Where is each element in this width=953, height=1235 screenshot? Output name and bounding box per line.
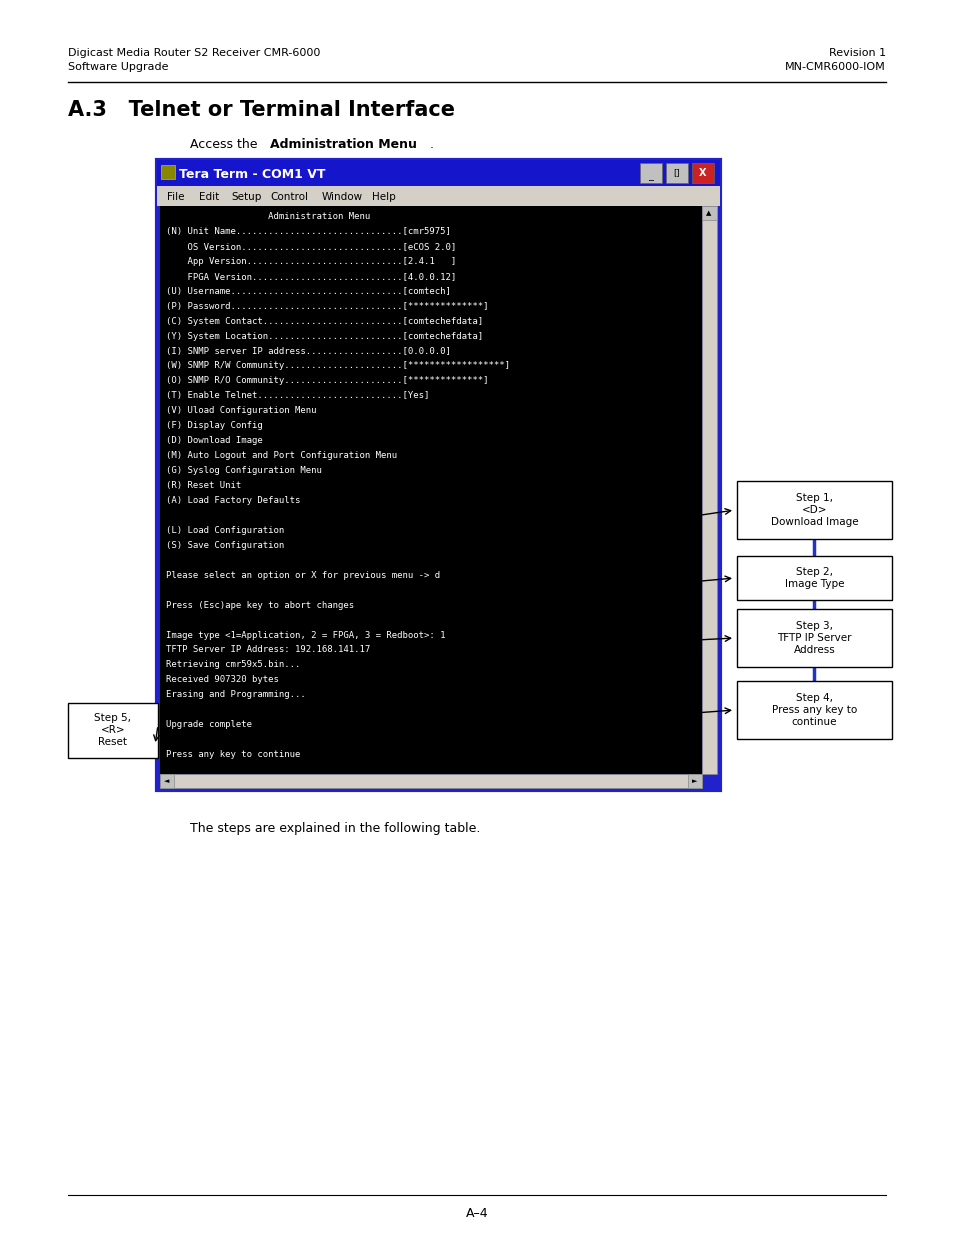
Text: (W) SNMP R/W Community......................[******************]: (W) SNMP R/W Community..................… — [166, 362, 510, 370]
Text: X: X — [699, 168, 706, 178]
Text: Software Upgrade: Software Upgrade — [68, 62, 169, 72]
FancyBboxPatch shape — [157, 161, 720, 186]
Text: Retrieving cmr59x5.bin...: Retrieving cmr59x5.bin... — [166, 661, 300, 669]
Text: (O) SNMP R/O Community......................[**************]: (O) SNMP R/O Community..................… — [166, 377, 488, 385]
FancyBboxPatch shape — [701, 206, 717, 220]
Text: (F) Display Config: (F) Display Config — [166, 421, 262, 430]
FancyBboxPatch shape — [160, 774, 173, 788]
Text: (Y) System Location.........................[comtechefdata]: (Y) System Location.....................… — [166, 331, 482, 341]
Text: OS Version..............................[eCOS 2.0]: OS Version..............................… — [166, 242, 456, 251]
FancyBboxPatch shape — [737, 680, 891, 739]
FancyBboxPatch shape — [701, 206, 717, 774]
Text: App Version.............................[2.4.1   ]: App Version.............................… — [166, 257, 456, 266]
Text: (I) SNMP server IP address..................[0.0.0.0]: (I) SNMP server IP address..............… — [166, 347, 451, 356]
Text: (T) Enable Telnet...........................[Yes]: (T) Enable Telnet.......................… — [166, 391, 429, 400]
Text: Step 3,
TFTP IP Server
Address: Step 3, TFTP IP Server Address — [777, 621, 851, 655]
Text: (A) Load Factory Defaults: (A) Load Factory Defaults — [166, 496, 300, 505]
Text: FPGA Version............................[4.0.0.12]: FPGA Version............................… — [166, 272, 456, 280]
Text: Access the: Access the — [190, 138, 261, 151]
FancyBboxPatch shape — [160, 774, 701, 788]
Text: Administration Menu: Administration Menu — [166, 212, 370, 221]
Text: (U) Username................................[comtech]: (U) Username............................… — [166, 287, 451, 295]
FancyBboxPatch shape — [737, 480, 891, 538]
Text: (N) Unit Name...............................[cmr5975]: (N) Unit Name...........................… — [166, 227, 451, 236]
FancyBboxPatch shape — [157, 161, 720, 790]
Text: Tera Term - COM1 VT: Tera Term - COM1 VT — [179, 168, 325, 180]
Text: Control: Control — [270, 191, 308, 203]
Text: (L) Load Configuration: (L) Load Configuration — [166, 526, 284, 535]
Text: (P) Password................................[**************]: (P) Password............................… — [166, 301, 488, 311]
FancyBboxPatch shape — [68, 703, 158, 758]
FancyBboxPatch shape — [157, 186, 720, 206]
Text: Step 5,
<R>
Reset: Step 5, <R> Reset — [94, 714, 132, 747]
FancyBboxPatch shape — [737, 609, 891, 667]
Text: _: _ — [648, 170, 653, 182]
Text: Digicast Media Router S2 Receiver CMR-6000: Digicast Media Router S2 Receiver CMR-60… — [68, 48, 320, 58]
FancyBboxPatch shape — [161, 165, 174, 179]
FancyBboxPatch shape — [691, 163, 713, 183]
Text: Received 907320 bytes: Received 907320 bytes — [166, 676, 278, 684]
FancyBboxPatch shape — [160, 206, 701, 774]
Text: Edit: Edit — [199, 191, 219, 203]
Text: (M) Auto Logout and Port Configuration Menu: (M) Auto Logout and Port Configuration M… — [166, 451, 396, 461]
Text: Press any key to continue: Press any key to continue — [166, 750, 300, 760]
FancyBboxPatch shape — [687, 774, 701, 788]
Text: Step 1,
<D>
Download Image: Step 1, <D> Download Image — [770, 494, 858, 526]
Text: ▲: ▲ — [705, 210, 711, 216]
Text: Administration Menu: Administration Menu — [270, 138, 416, 151]
Text: The steps are explained in the following table.: The steps are explained in the following… — [190, 823, 480, 835]
Text: Please select an option or X for previous menu -> d: Please select an option or X for previou… — [166, 571, 439, 579]
Text: (D) Download Image: (D) Download Image — [166, 436, 262, 445]
Text: (S) Save Configuration: (S) Save Configuration — [166, 541, 284, 550]
Text: Window: Window — [322, 191, 363, 203]
Text: Erasing and Programming...: Erasing and Programming... — [166, 690, 305, 699]
Text: MN-CMR6000-IOM: MN-CMR6000-IOM — [784, 62, 885, 72]
Text: ►: ► — [692, 778, 697, 784]
Text: (G) Syslog Configuration Menu: (G) Syslog Configuration Menu — [166, 466, 321, 475]
FancyBboxPatch shape — [737, 556, 891, 600]
Text: Image type <1=Application, 2 = FPGA, 3 = Redboot>: 1: Image type <1=Application, 2 = FPGA, 3 =… — [166, 631, 445, 640]
Text: (R) Reset Unit: (R) Reset Unit — [166, 482, 241, 490]
Text: Press (Esc)ape key to abort changes: Press (Esc)ape key to abort changes — [166, 600, 354, 610]
Text: A.3   Telnet or Terminal Interface: A.3 Telnet or Terminal Interface — [68, 100, 455, 120]
Text: .: . — [430, 138, 434, 151]
Text: ◄: ◄ — [164, 778, 170, 784]
Text: TFTP Server IP Address: 192.168.141.17: TFTP Server IP Address: 192.168.141.17 — [166, 646, 370, 655]
Text: (C) System Contact..........................[comtechefdata]: (C) System Contact......................… — [166, 316, 482, 326]
Text: Step 2,
Image Type: Step 2, Image Type — [784, 567, 843, 589]
Text: Setup: Setup — [231, 191, 261, 203]
Text: A–4: A–4 — [465, 1207, 488, 1220]
Text: Upgrade complete: Upgrade complete — [166, 720, 252, 729]
FancyBboxPatch shape — [665, 163, 687, 183]
Text: (V) Uload Configuration Menu: (V) Uload Configuration Menu — [166, 406, 316, 415]
Text: Revision 1: Revision 1 — [828, 48, 885, 58]
Text: Help: Help — [372, 191, 395, 203]
Text: []: [] — [673, 168, 679, 178]
Text: Step 4,
Press any key to
continue: Step 4, Press any key to continue — [771, 693, 856, 726]
Text: File: File — [167, 191, 184, 203]
FancyBboxPatch shape — [639, 163, 661, 183]
